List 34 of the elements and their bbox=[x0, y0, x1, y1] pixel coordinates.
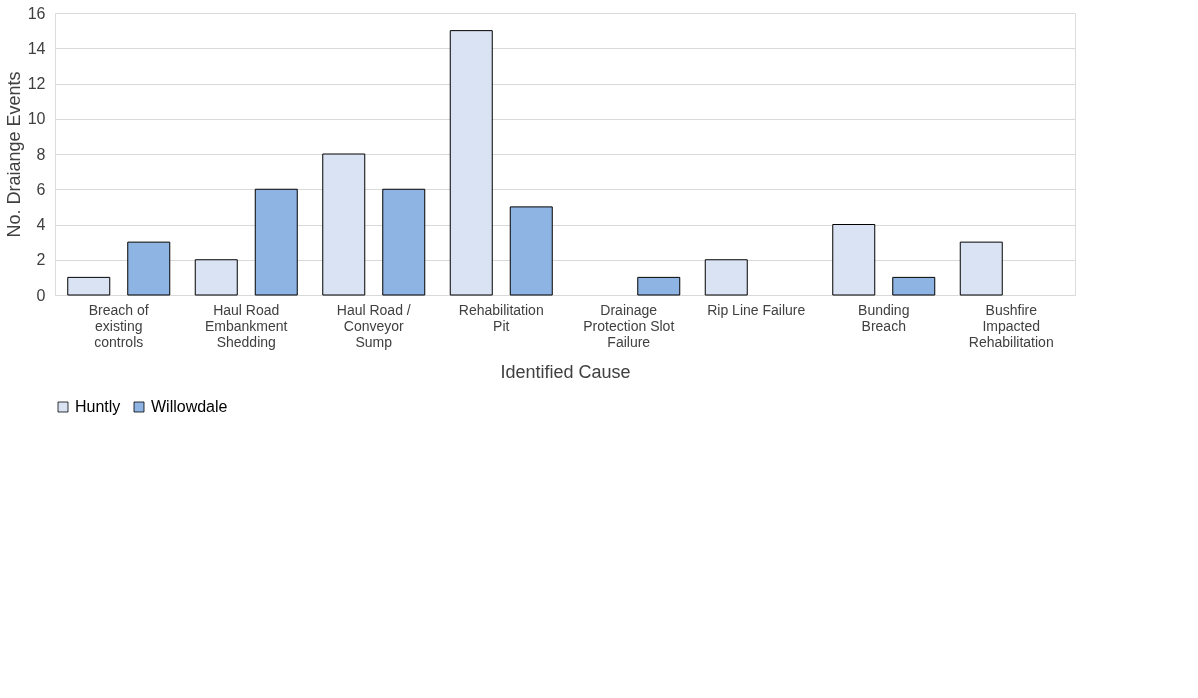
y-tick-label: 14 bbox=[27, 39, 46, 57]
x-tick-label: Rip Line Failure bbox=[707, 301, 806, 318]
bar bbox=[959, 241, 1003, 296]
x-tick-label: Haul Road / Conveyor Sump bbox=[336, 301, 411, 350]
bar bbox=[382, 188, 426, 296]
bar bbox=[449, 30, 493, 296]
legend-label: Huntly bbox=[75, 398, 121, 415]
bar bbox=[637, 276, 681, 296]
x-tick-label: Rehabilitation Pit bbox=[458, 301, 544, 334]
x-axis-title: Identified Cause bbox=[500, 361, 631, 382]
y-tick-label: 4 bbox=[36, 216, 46, 233]
x-tick-label: Bunding Breach bbox=[858, 301, 910, 334]
x-tick-label: Bushfire Impacted Rehabilitation bbox=[968, 301, 1054, 350]
bar bbox=[127, 241, 171, 296]
y-tick-label: 16 bbox=[27, 4, 46, 22]
bar bbox=[67, 276, 111, 296]
y-tick-label: 8 bbox=[36, 145, 46, 163]
bar bbox=[892, 276, 936, 296]
y-tick-label: 12 bbox=[27, 75, 46, 92]
y-tick-label: 6 bbox=[36, 180, 46, 198]
y-tick-label: 10 bbox=[27, 110, 46, 128]
bar bbox=[194, 259, 238, 296]
y-axis-title: No. Draiange Events bbox=[3, 71, 24, 238]
legend-label: Willowdale bbox=[151, 398, 228, 415]
bar bbox=[322, 153, 366, 296]
bar bbox=[254, 188, 298, 296]
bar bbox=[832, 224, 876, 296]
bar bbox=[509, 206, 553, 296]
x-tick-label: Drainage Protection Slot Failure bbox=[583, 301, 675, 350]
y-tick-label: 2 bbox=[36, 251, 46, 269]
y-tick-label: 0 bbox=[36, 286, 46, 304]
x-tick-label: Breach of existing controls bbox=[88, 301, 149, 350]
bar bbox=[704, 259, 748, 296]
x-tick-label: Haul Road Embankment Shedding bbox=[205, 301, 288, 350]
